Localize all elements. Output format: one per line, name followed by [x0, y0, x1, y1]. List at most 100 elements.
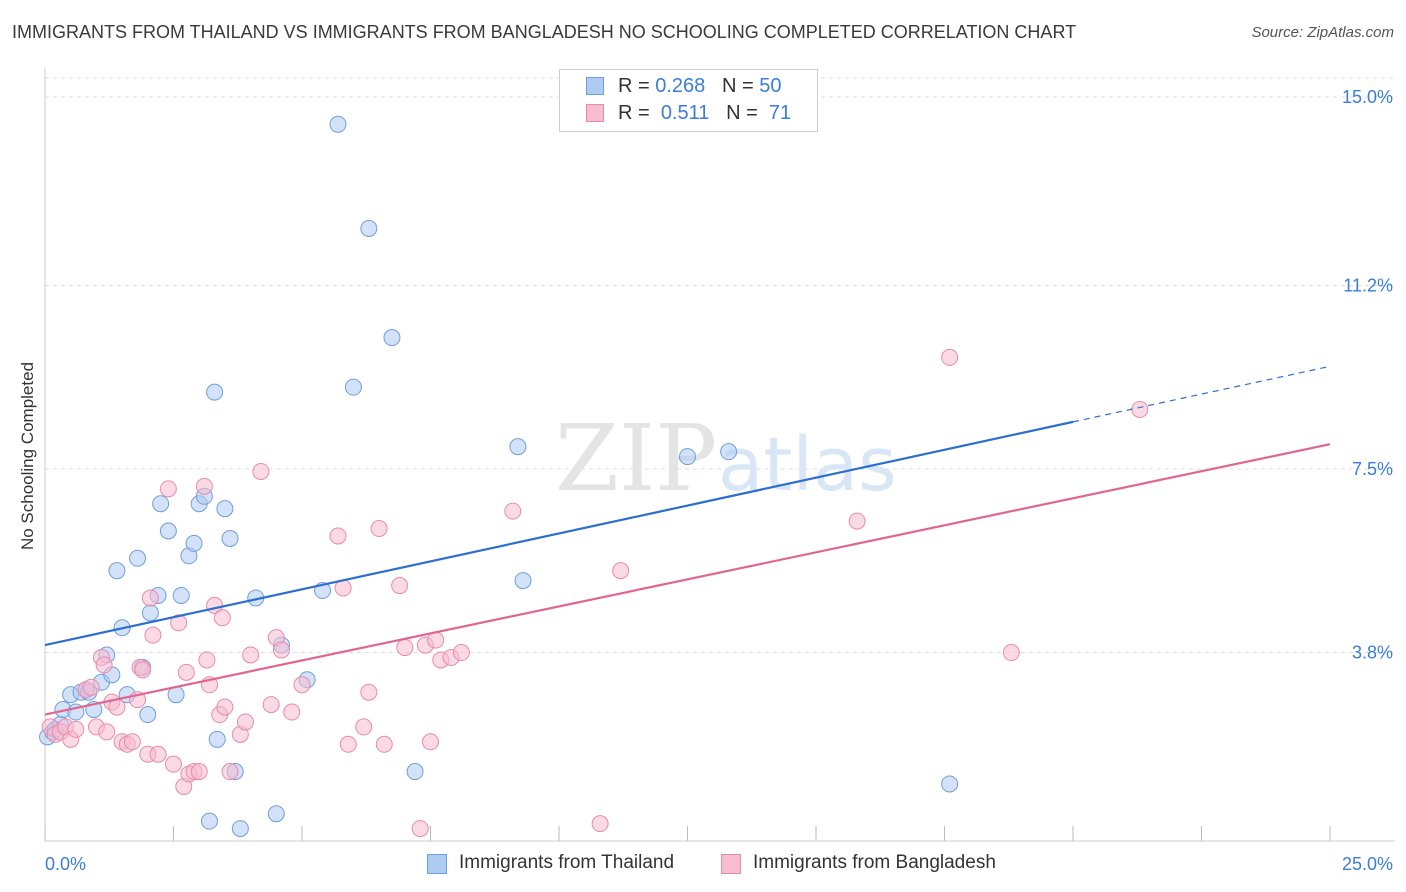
bangladesh-legend-label: Immigrants from Bangladesh	[753, 852, 996, 873]
bangladesh-point-11	[98, 723, 116, 741]
thailand-point-51	[941, 775, 959, 793]
bangladesh-point-24	[159, 480, 177, 498]
bangladesh-point-10	[95, 656, 113, 674]
bangladesh-point-66	[591, 815, 609, 833]
bangladesh-point-68	[848, 512, 866, 530]
thailand-point-43	[344, 378, 362, 396]
bangladesh-point-22	[144, 626, 162, 644]
thailand-point-50	[720, 443, 738, 461]
bangladesh-point-37	[213, 609, 231, 627]
thailand-point-14	[108, 562, 126, 580]
chart-title: IMMIGRANTS FROM THAILAND VS IMMIGRANTS F…	[12, 22, 1077, 42]
thailand-point-49	[679, 448, 696, 466]
bangladesh-point-21	[141, 589, 159, 607]
bangladesh-points	[41, 348, 1149, 838]
thailand-n-value: 50	[759, 75, 782, 97]
bangladesh-point-56	[391, 577, 409, 595]
bangladesh-point-23	[149, 745, 167, 763]
thailand-point-48	[509, 438, 527, 456]
watermark-atlas: atlas	[718, 422, 897, 508]
thailand-point-46	[406, 763, 424, 781]
thailand-point-19	[139, 706, 157, 724]
bangladesh-point-41	[236, 713, 254, 731]
thailand-point-20	[141, 604, 159, 622]
x-tick-label-min: 0.0%	[45, 854, 86, 874]
thailand-r-value: 0.268	[655, 75, 706, 97]
y-tick-label-0: 3.8%	[1352, 643, 1393, 663]
bangladesh-point-64	[452, 644, 470, 662]
bangladesh-point-51	[339, 735, 357, 753]
bangladesh-point-33	[198, 651, 216, 669]
thailand-r-label: R =	[618, 75, 650, 97]
thailand-points	[39, 115, 959, 838]
bangladesh-point-44	[262, 696, 280, 714]
bangladesh-point-52	[355, 718, 373, 736]
bangladesh-point-65	[504, 502, 522, 520]
bangladesh-point-42	[242, 646, 260, 664]
thailand-trend-line	[44, 420, 1074, 647]
thailand-legend-swatch	[427, 854, 447, 874]
bangladesh-point-28	[177, 663, 195, 681]
bangladesh-swatch	[586, 104, 604, 122]
thailand-point-36	[231, 820, 249, 838]
thailand-point-27	[185, 534, 203, 552]
x-tick-labels: 0.0% 25.0%	[45, 854, 1393, 874]
bangladesh-point-70	[1002, 644, 1020, 662]
bangladesh-n-value: 71	[768, 102, 792, 124]
thailand-point-45	[383, 329, 401, 347]
bangladesh-point-38	[216, 698, 234, 716]
bangladesh-trend-line	[44, 443, 1331, 716]
bangladesh-point-46	[272, 641, 290, 659]
bangladesh-point-25	[165, 755, 182, 773]
bangladesh-n-label: N =	[726, 102, 758, 124]
bangladesh-point-60	[422, 733, 439, 751]
thailand-point-17	[129, 549, 147, 567]
bangladesh-point-5	[67, 720, 85, 738]
thailand-point-34	[221, 529, 239, 547]
thailand-n-label: N =	[721, 75, 754, 97]
bangladesh-legend-swatch	[721, 854, 741, 874]
bangladesh-point-58	[411, 820, 429, 838]
bangladesh-point-31	[190, 763, 208, 781]
bangladesh-point-54	[370, 520, 388, 538]
y-tick-label-1: 7.5%	[1352, 459, 1393, 479]
bangladesh-point-67	[612, 562, 630, 580]
thailand-trend-extension	[1072, 365, 1331, 423]
bangladesh-point-7	[82, 678, 100, 696]
y-tick-labels: 3.8% 7.5% 11.2% 15.0%	[1342, 87, 1393, 663]
thailand-point-42	[329, 115, 347, 133]
thailand-point-23	[159, 522, 177, 540]
bangladesh-point-43	[252, 462, 270, 480]
gridlines	[45, 77, 1395, 654]
trend-lines	[44, 365, 1331, 716]
bangladesh-point-16	[123, 733, 141, 751]
y-tick-label-2: 11.2%	[1343, 275, 1393, 295]
bangladesh-point-19	[134, 661, 152, 679]
bangladesh-point-69	[941, 348, 959, 366]
bangladesh-point-55	[375, 735, 393, 753]
thailand-point-44	[360, 219, 378, 237]
axes	[44, 68, 1395, 842]
thailand-point-22	[152, 495, 170, 513]
thailand-point-38	[267, 805, 285, 823]
thailand-point-33	[216, 500, 234, 518]
thailand-swatch	[586, 77, 604, 95]
x-tick-label-max: 25.0%	[1342, 854, 1393, 874]
bangladesh-point-26	[170, 614, 188, 632]
correlation-legend: R = 0.268 N = 50 R = 0.511 N = 71	[559, 69, 818, 132]
thailand-point-30	[200, 812, 218, 830]
bangladesh-r-value: 0.511	[660, 102, 710, 124]
bangladesh-point-32	[195, 477, 213, 495]
thailand-legend-label: Immigrants from Thailand	[459, 852, 675, 873]
source-label: Source: ZipAtlas.com	[1251, 24, 1394, 41]
bangladesh-point-49	[329, 527, 347, 545]
bangladesh-point-48	[293, 676, 311, 694]
bangladesh-point-57	[396, 639, 414, 657]
thailand-point-25	[172, 586, 190, 604]
bangladesh-r-label: R =	[618, 102, 650, 124]
thailand-point-47	[514, 572, 532, 590]
thailand-point-32	[208, 730, 226, 748]
bangladesh-point-53	[360, 683, 378, 701]
bangladesh-point-71	[1131, 400, 1149, 418]
